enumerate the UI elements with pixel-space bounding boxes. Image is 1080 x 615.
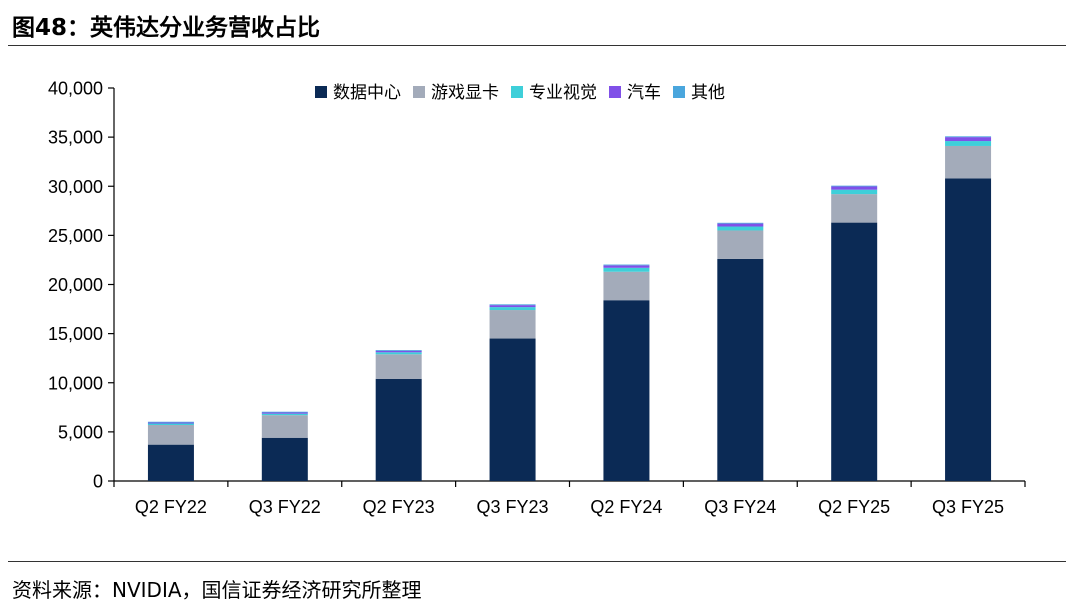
bar-segment: 汽车 Q2 FY23: 150 [375, 350, 422, 353]
y-tick-label: 40,000 [48, 79, 103, 99]
bar-segment: 其他 Q3 FY22: 80 [261, 411, 308, 413]
legend-label: 专业视觉 [529, 83, 597, 103]
bar-segment: 游戏显卡 Q3 FY24: 2900 [717, 230, 764, 259]
x-tick-label: Q2 FY24 [590, 497, 662, 517]
bar-segment: 专业视觉 Q3 FY23: 300 [489, 307, 536, 311]
bar-segment: 专业视觉 Q2 FY22: 150 [147, 423, 194, 425]
bar-segment: 其他 Q2 FY24: 80 [603, 264, 650, 266]
bar-segment: 专业视觉 Q2 FY24: 400 [603, 267, 650, 272]
x-tick-label: Q3 FY23 [477, 497, 549, 517]
bar-segment: 专业视觉 Q2 FY25: 450 [831, 189, 878, 195]
x-tick-label: Q2 FY22 [135, 497, 207, 517]
bar-segment: 汽车 Q3 FY23: 200 [489, 305, 536, 308]
bar-segment: 游戏显卡 Q2 FY22: 2000 [147, 424, 194, 445]
bar-segment: 游戏显卡 Q2 FY24: 2900 [603, 271, 650, 301]
bar-segment: 数据中心 Q2 FY22: 3700 [147, 444, 194, 481]
legend-swatch [413, 86, 425, 98]
bar-segment: 其他 Q3 FY25: 80 [945, 136, 992, 138]
bar-segment: 其他 Q3 FY24: 80 [717, 222, 764, 224]
bar-segment: 数据中心 Q2 FY25: 26300 [831, 222, 878, 482]
bar-segment: 数据中心 Q3 FY22: 4400 [261, 437, 308, 481]
bar-segment: 数据中心 Q2 FY23: 10400 [375, 378, 422, 481]
figure-title: 图48：英伟达分业务营收占比 [12, 15, 321, 41]
bar-segment: 专业视觉 Q3 FY25: 500 [945, 141, 992, 146]
legend-label: 其他 [691, 83, 725, 103]
legend: 数据中心 游戏显卡 专业视觉 汽车 其他 [315, 83, 725, 103]
source-note: 资料来源：NVIDIA，国信证券经济研究所整理 [12, 578, 422, 602]
y-tick-label: 5,000 [58, 422, 103, 442]
x-tick-label: Q3 FY24 [704, 497, 776, 517]
y-tick-label: 10,000 [48, 373, 103, 393]
x-tick-label: Q2 FY23 [363, 497, 435, 517]
bar-segment: 其他 Q2 FY22: 80 [147, 421, 194, 423]
bar-segment: 游戏显卡 Q3 FY25: 3300 [945, 145, 992, 179]
bar-segment: 汽车 Q2 FY22: 100 [147, 422, 194, 424]
bar-segment: 其他 Q2 FY25: 80 [831, 185, 878, 187]
source-divider [8, 561, 1066, 562]
bar-segment: 汽车 Q2 FY25: 330 [831, 186, 878, 190]
bars: 数据中心 Q2 FY22: 3700游戏显卡 Q2 FY22: 2000专业视觉… [147, 136, 992, 482]
legend-swatch [511, 86, 523, 98]
x-tick-label: Q3 FY25 [932, 497, 1004, 517]
bar-segment: 其他 Q2 FY23: 80 [375, 350, 422, 351]
bar-segment: 数据中心 Q3 FY25: 30800 [945, 178, 992, 481]
y-tick-label: 25,000 [48, 226, 103, 246]
bar-segment: 专业视觉 Q3 FY22: 150 [261, 413, 308, 416]
bar-segment: 汽车 Q3 FY24: 300 [717, 223, 764, 227]
bar-segment: 汽车 Q3 FY22: 120 [261, 412, 308, 414]
y-tick-label: 15,000 [48, 324, 103, 344]
title-divider [8, 45, 1066, 46]
x-axis: Q2 FY22 Q3 FY22 Q2 FY23 Q3 FY23 Q2 FY24 Q3 FY… [113, 480, 1026, 517]
bar-segment: 游戏显卡 Q3 FY22: 2300 [261, 415, 308, 438]
legend-label: 数据中心 [333, 83, 401, 103]
bar-segment: 游戏显卡 Q2 FY25: 2900 [831, 194, 878, 223]
y-tick-label: 20,000 [48, 275, 103, 295]
legend-swatch [315, 86, 327, 98]
bar-segment: 专业视觉 Q3 FY24: 400 [717, 226, 764, 231]
bar-segment: 游戏显卡 Q2 FY23: 2500 [375, 354, 422, 379]
legend-swatch [609, 86, 621, 98]
legend-swatch [673, 86, 685, 98]
bar-segment: 其他 Q3 FY23: 80 [489, 304, 536, 306]
bar-segment: 汽车 Q3 FY25: 400 [945, 137, 992, 142]
legend-label: 汽车 [627, 83, 661, 103]
x-tick-label: Q2 FY25 [818, 497, 890, 517]
bar-segment: 游戏显卡 Q3 FY23: 2900 [489, 310, 536, 339]
y-tick-label: 30,000 [48, 177, 103, 197]
legend-label: 游戏显卡 [431, 83, 499, 103]
bar-segment: 汽车 Q2 FY24: 250 [603, 265, 650, 268]
bar-segment: 数据中心 Q2 FY24: 18400 [603, 300, 650, 481]
x-tick-label: Q3 FY22 [249, 497, 321, 517]
y-tick-label: 35,000 [48, 128, 103, 148]
bar-segment: 专业视觉 Q2 FY23: 200 [375, 352, 422, 355]
y-tick-label: 0 [93, 472, 103, 492]
bar-segment: 数据中心 Q3 FY24: 22600 [717, 258, 764, 481]
y-axis: 0 5,000 10,000 15,000 20,000 25,000 30,000 35,0… [48, 79, 115, 492]
bar-segment: 数据中心 Q3 FY23: 14500 [489, 338, 536, 481]
